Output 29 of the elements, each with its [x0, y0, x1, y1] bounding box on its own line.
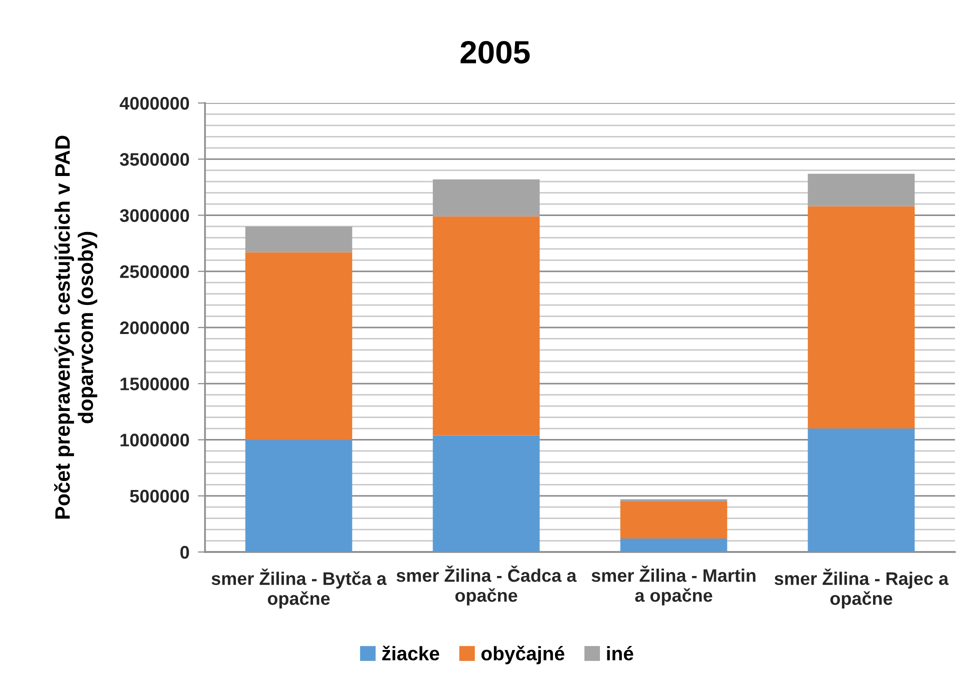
bar — [808, 174, 915, 206]
bar — [808, 206, 915, 429]
bar — [245, 440, 352, 552]
chart-title: 2005 — [460, 40, 530, 64]
bar — [432, 435, 540, 552]
bar — [620, 538, 728, 552]
bar — [432, 179, 540, 216]
bar — [432, 216, 540, 436]
bar — [808, 428, 915, 552]
bar — [245, 226, 352, 252]
y-axis-title: Počet prepravených cestujúcich v PAD doparvcom (osoby) — [54, 136, 98, 519]
legend-label: iné — [607, 646, 634, 660]
y-tick-label: 4000000 — [120, 96, 189, 110]
y-tick-label: 3500000 — [120, 153, 189, 166]
x-tick-label: smer Žilina - Bytča a opačne — [212, 568, 387, 609]
y-tick-label: 1500000 — [120, 378, 189, 390]
x-tick-label: smer Žilina - Rajec a opačne — [774, 568, 949, 609]
y-tick-label: 500000 — [130, 490, 189, 503]
bar — [620, 501, 728, 539]
y-tick-label: 2500000 — [120, 265, 189, 278]
legend-label: žiacke — [382, 646, 440, 660]
x-tick-label: smer Žilina - Martin a opačne — [592, 566, 756, 606]
y-tick-label: 2000000 — [120, 321, 189, 334]
y-tick-label: 1000000 — [120, 434, 189, 446]
x-tick-label: smer Žilina - Čadca a opačne — [396, 566, 577, 606]
y-tick-label: 0 — [180, 546, 189, 559]
legend-label: obyčajné — [481, 646, 564, 664]
bar — [245, 252, 352, 440]
y-tick-label: 3000000 — [120, 209, 189, 222]
